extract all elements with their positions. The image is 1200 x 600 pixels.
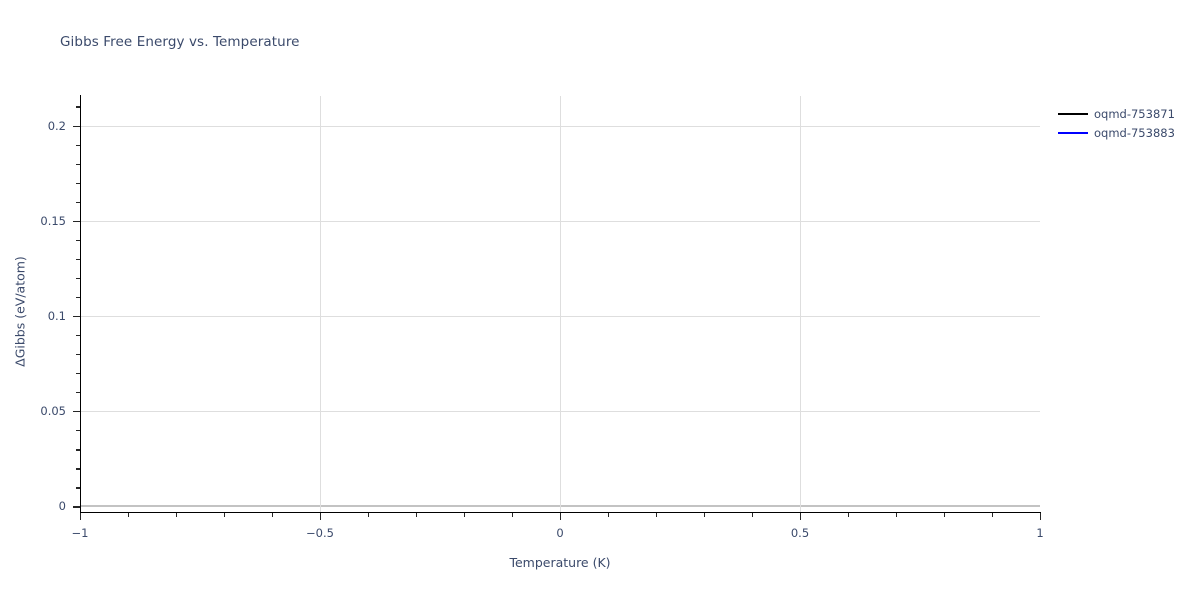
y-tick-minor <box>76 334 80 337</box>
legend-item[interactable]: oqmd-753871 <box>1058 104 1198 123</box>
legend-item-label: oqmd-753871 <box>1094 106 1175 121</box>
y-tick-minor <box>76 106 80 108</box>
x-tick-major <box>560 513 562 520</box>
x-tick-minor <box>224 513 226 517</box>
y-tick-minor <box>76 392 80 394</box>
chart-legend: oqmd-753871 oqmd-753883 <box>1058 104 1198 142</box>
y-tick-label: 0.15 <box>40 213 66 228</box>
x-tick-minor <box>176 513 178 517</box>
x-tick-minor <box>608 513 610 517</box>
chart-title: Gibbs Free Energy vs. Temperature <box>60 34 300 50</box>
x-tick-minor <box>992 513 994 517</box>
y-tick-label: 0.1 <box>47 308 66 323</box>
y-axis-spine <box>80 95 82 514</box>
y-tick-label: 0.2 <box>47 118 66 133</box>
y-tick-minor <box>76 373 80 375</box>
legend-line-swatch <box>1058 131 1088 134</box>
x-tick-minor <box>656 513 658 517</box>
x-tick-major <box>80 513 82 520</box>
y-tick-minor <box>76 144 80 146</box>
x-tick-minor <box>944 513 946 517</box>
x-axis-label: Temperature (K) <box>509 555 611 570</box>
x-tick-label: 0 <box>556 526 564 540</box>
x-tick-label: −0.5 <box>306 526 334 540</box>
x-tick-major <box>1040 513 1042 520</box>
x-tick-minor <box>416 513 418 517</box>
x-tick-label: 0.5 <box>790 526 810 540</box>
plot-area <box>80 96 1040 513</box>
y-tick-major <box>73 411 80 413</box>
y-tick-major <box>73 125 80 127</box>
y-tick-major <box>73 220 80 223</box>
y-tick-minor <box>76 201 80 203</box>
y-tick-label: 0 <box>58 499 66 514</box>
y-tick-minor <box>76 277 80 280</box>
y-tick-minor <box>76 163 80 165</box>
y-axis-label: ΔGibbs (eV/atom) <box>12 256 28 367</box>
gridline-vertical <box>320 96 321 513</box>
x-tick-major <box>320 513 322 520</box>
y-tick-minor <box>76 239 80 242</box>
x-tick-minor <box>368 513 370 517</box>
x-tick-major <box>800 513 802 520</box>
x-tick-minor <box>512 513 514 517</box>
y-tick-minor <box>76 182 80 184</box>
y-tick-minor <box>76 449 80 451</box>
x-axis-spine <box>80 512 1041 514</box>
x-tick-minor <box>704 513 706 517</box>
legend-item[interactable]: oqmd-753883 <box>1058 123 1198 142</box>
y-tick-major <box>73 506 80 508</box>
gridline-vertical <box>560 96 561 513</box>
y-tick-minor <box>76 468 80 470</box>
y-tick-minor <box>76 258 80 261</box>
x-tick-minor <box>896 513 898 517</box>
y-tick-minor <box>76 354 80 356</box>
y-tick-minor <box>76 487 80 489</box>
legend-line-swatch <box>1058 112 1088 115</box>
x-tick-label: −1 <box>71 526 89 540</box>
x-tick-minor <box>272 513 274 517</box>
y-tick-label: 0.05 <box>40 404 66 419</box>
x-tick-minor <box>128 513 130 517</box>
y-tick-minor <box>76 430 80 432</box>
x-tick-minor <box>848 513 850 517</box>
x-tick-minor <box>752 513 754 517</box>
y-tick-major <box>73 315 80 318</box>
legend-item-label: oqmd-753883 <box>1094 125 1175 140</box>
x-tick-minor <box>464 513 466 517</box>
gridline-vertical <box>800 96 801 513</box>
x-tick-label: 1 <box>1036 526 1044 540</box>
y-tick-minor <box>76 296 80 299</box>
